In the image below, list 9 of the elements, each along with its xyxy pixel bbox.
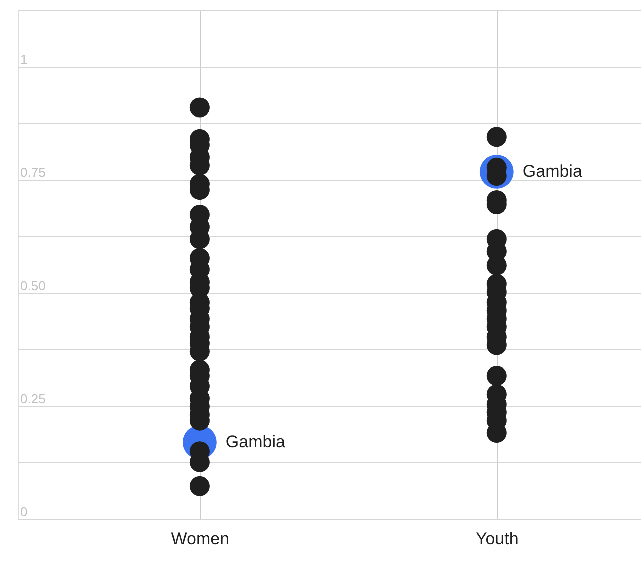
y-tick-label: 0.25 [20,391,46,406]
y-tick-label: 1 [20,52,28,68]
y-tick-label: 0.50 [20,278,46,294]
y-tick-label: 0.75 [20,165,46,180]
x-tick-label: Women [171,530,230,548]
x-tick-label: Youth [476,530,519,548]
text: Gambia [226,432,286,452]
series-label: Gambia [522,162,583,181]
y-tick-label: 0 [20,504,28,520]
